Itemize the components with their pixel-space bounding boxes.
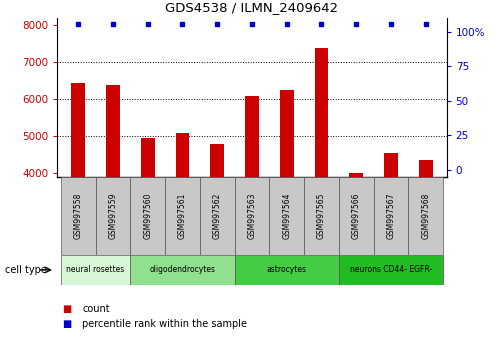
Bar — [106, 85, 120, 321]
Bar — [339, 177, 374, 255]
Bar — [419, 160, 433, 321]
Bar — [165, 177, 200, 255]
Text: GSM997567: GSM997567 — [387, 193, 396, 239]
Text: astrocytes: astrocytes — [267, 266, 307, 274]
Text: ■: ■ — [62, 304, 72, 314]
Bar — [235, 177, 269, 255]
Text: ■: ■ — [62, 319, 72, 329]
Text: GSM997565: GSM997565 — [317, 193, 326, 239]
Text: GSM997561: GSM997561 — [178, 193, 187, 239]
Text: oligodendrocytes: oligodendrocytes — [150, 266, 216, 274]
Bar — [384, 153, 398, 321]
Bar — [200, 177, 235, 255]
Bar — [245, 96, 259, 321]
Text: GSM997563: GSM997563 — [248, 193, 256, 239]
Bar — [349, 173, 363, 321]
Text: GSM997566: GSM997566 — [352, 193, 361, 239]
Text: cell type: cell type — [5, 265, 47, 275]
Text: GSM997568: GSM997568 — [421, 193, 430, 239]
Bar — [314, 48, 328, 321]
Text: GSM997560: GSM997560 — [143, 193, 152, 239]
Bar — [176, 132, 190, 321]
Text: neural rosettes: neural rosettes — [66, 266, 125, 274]
Bar — [210, 144, 224, 321]
Bar — [130, 255, 235, 285]
Text: neurons CD44- EGFR-: neurons CD44- EGFR- — [350, 266, 432, 274]
Bar — [71, 82, 85, 321]
Text: count: count — [82, 304, 110, 314]
Bar — [280, 90, 294, 321]
Bar — [61, 177, 96, 255]
Text: GSM997562: GSM997562 — [213, 193, 222, 239]
Bar — [235, 255, 339, 285]
Bar — [269, 177, 304, 255]
Text: GSM997558: GSM997558 — [74, 193, 83, 239]
Bar — [96, 177, 130, 255]
Bar — [61, 255, 130, 285]
Text: GSM997564: GSM997564 — [282, 193, 291, 239]
Bar — [408, 177, 443, 255]
Title: GDS4538 / ILMN_2409642: GDS4538 / ILMN_2409642 — [166, 1, 338, 14]
Text: GSM997559: GSM997559 — [108, 193, 117, 239]
Bar — [339, 255, 443, 285]
Bar — [141, 138, 155, 321]
Text: percentile rank within the sample: percentile rank within the sample — [82, 319, 248, 329]
Bar — [374, 177, 408, 255]
Bar — [304, 177, 339, 255]
Bar — [130, 177, 165, 255]
